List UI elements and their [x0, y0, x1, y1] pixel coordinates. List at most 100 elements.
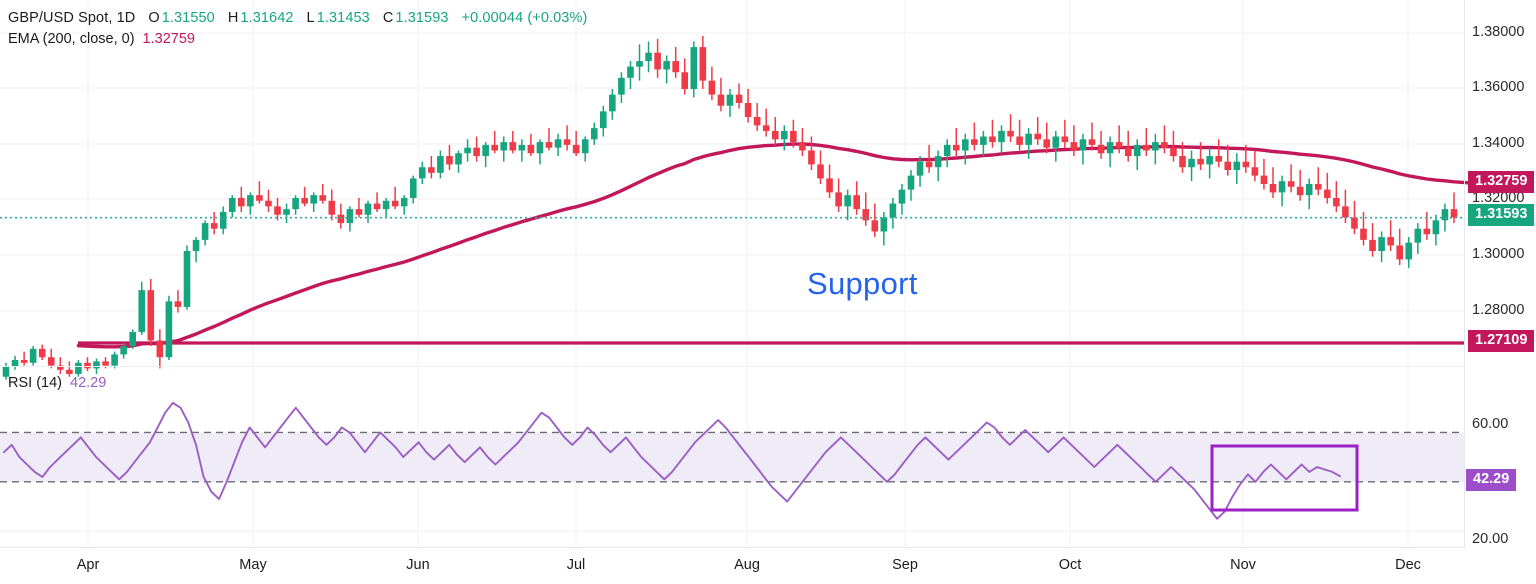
candle-body	[790, 130, 797, 143]
candle-body	[1133, 144, 1141, 157]
candle-body	[898, 189, 906, 204]
candle-body	[138, 290, 146, 333]
candle-body	[826, 178, 833, 193]
candle-body	[952, 144, 960, 151]
candle-body	[1079, 139, 1087, 151]
rsi-highlight-box[interactable]	[1210, 444, 1359, 512]
candle-body	[1052, 136, 1060, 148]
candle-body	[1088, 139, 1096, 145]
candle-body	[156, 340, 164, 358]
candle-body	[708, 80, 716, 95]
candle-body	[1061, 136, 1069, 143]
candle-body	[980, 136, 987, 145]
candle-body	[382, 200, 390, 210]
high-label: H	[227, 10, 239, 26]
main-legend[interactable]: GBP/USD Spot, 1D O 1.31550 H 1.31642 L 1.31453…	[8, 10, 589, 26]
candle-body	[880, 217, 888, 232]
candle-body	[771, 130, 779, 140]
candle-body	[536, 142, 544, 154]
candle-body	[391, 200, 399, 207]
candle-body	[337, 214, 345, 224]
symbol-label: GBP/USD Spot, 1D	[8, 10, 136, 26]
candle-body	[500, 142, 508, 151]
time-tick: May	[239, 557, 267, 573]
candle-body	[1233, 161, 1241, 171]
candle-body	[247, 195, 254, 207]
ema-price-badge: 1.32759	[1468, 171, 1535, 193]
time-tick: Aug	[734, 557, 760, 573]
candle-body	[183, 251, 191, 307]
candle-body	[889, 203, 897, 218]
candle-body	[238, 197, 245, 207]
candle-body	[473, 147, 480, 157]
price-tick: 1.36000	[1472, 79, 1525, 95]
price-tick: 1.28000	[1472, 302, 1525, 318]
candle-body	[364, 203, 372, 215]
time-tick: Nov	[1230, 557, 1256, 573]
candle-body	[29, 348, 37, 363]
candle-body	[1378, 237, 1385, 252]
candle-body	[916, 161, 924, 176]
candle-body	[753, 116, 761, 126]
high-value: 1.31642	[240, 10, 294, 26]
candle-body	[102, 361, 109, 366]
time-tick: Apr	[76, 557, 100, 573]
candle-body	[301, 197, 308, 204]
rsi-label: RSI (14)	[8, 375, 62, 391]
candle-body	[726, 94, 734, 106]
candle-body	[627, 66, 634, 78]
candle-body	[618, 77, 625, 95]
candle-body	[437, 156, 444, 173]
price-tick: 1.34000	[1472, 135, 1525, 151]
candle-body	[482, 144, 489, 157]
candle-body	[1016, 136, 1023, 145]
low-value: 1.31453	[316, 10, 370, 26]
open-label: O	[148, 10, 160, 26]
candle-body	[563, 139, 571, 145]
candle-body	[645, 52, 652, 62]
price-axis-divider	[1464, 0, 1465, 548]
candle-body	[93, 361, 100, 369]
candle-body	[20, 360, 28, 363]
candle-body	[120, 346, 127, 355]
candle-body	[844, 195, 851, 207]
candle-body	[419, 167, 426, 179]
ema-label: EMA (200, close, 0)	[8, 31, 135, 47]
candle-body	[545, 142, 553, 148]
candle-body	[527, 144, 535, 154]
candle-body	[853, 195, 860, 210]
candle-body	[310, 195, 317, 204]
candle-body	[835, 192, 842, 207]
candle-body	[989, 136, 996, 143]
candle-body	[1441, 209, 1449, 221]
candle-body	[428, 167, 435, 173]
candle-body	[1025, 133, 1032, 145]
candle-body	[1115, 142, 1123, 148]
candle-body	[292, 197, 299, 210]
candle-body	[1215, 156, 1222, 162]
candlestick-series	[2, 35, 1458, 380]
candle-body	[1324, 189, 1331, 198]
candle-body	[1305, 184, 1313, 196]
candle-body	[600, 111, 607, 129]
candle-body	[1161, 142, 1168, 148]
candle-body	[174, 301, 182, 307]
candle-body	[346, 209, 354, 224]
ema-legend[interactable]: EMA (200, close, 0) 1.32759	[8, 31, 195, 47]
candle-body	[509, 142, 517, 151]
last-price-badge: 1.31593	[1468, 204, 1535, 226]
candle-body	[1043, 139, 1051, 148]
candle-body	[1423, 228, 1431, 235]
candle-body	[1360, 228, 1367, 240]
candle-body	[681, 72, 689, 90]
time-tick: Jul	[566, 557, 586, 573]
rsi-legend[interactable]: RSI (14) 42.29	[8, 375, 106, 391]
candle-body	[1396, 245, 1403, 260]
candle-body	[799, 142, 806, 151]
candle-body	[1152, 142, 1159, 151]
rsi-value-badge: 42.29	[1466, 469, 1517, 491]
candle-body	[1070, 142, 1078, 151]
price-tick: 1.32000	[1472, 190, 1525, 206]
candle-body	[907, 175, 915, 190]
rsi-band	[0, 432, 1464, 482]
